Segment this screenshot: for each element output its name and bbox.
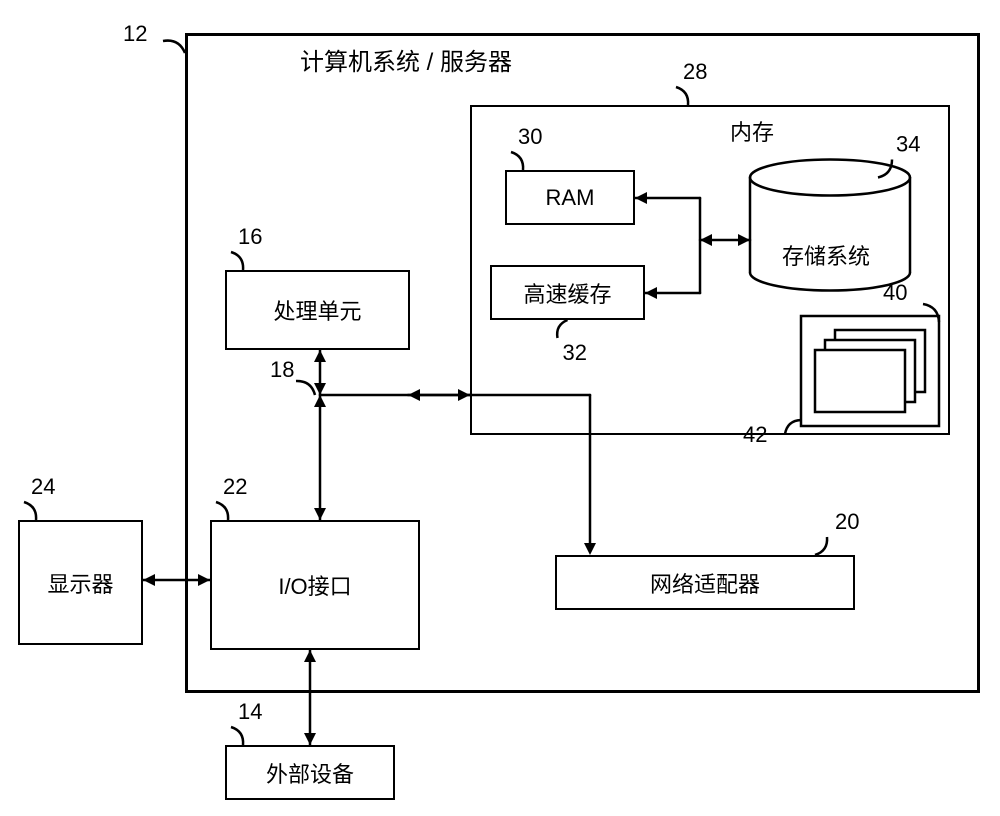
svg-text:24: 24: [31, 474, 55, 499]
external-device-box: 外部设备: [225, 745, 395, 800]
cache-box: 高速缓存: [490, 265, 645, 320]
ram-label: RAM: [546, 185, 595, 211]
svg-text:12: 12: [123, 21, 147, 46]
cache-label: 高速缓存: [523, 277, 611, 309]
display-box: 显示器: [18, 520, 143, 645]
external-device-label: 外部设备: [266, 757, 354, 789]
cpu-label: 处理单元: [273, 294, 361, 326]
network-adapter-label: 网络适配器: [650, 567, 760, 599]
display-label: 显示器: [47, 567, 113, 599]
svg-text:14: 14: [238, 699, 262, 724]
network-adapter-box: 网络适配器: [555, 555, 855, 610]
storage-label: 存储系统: [782, 239, 870, 271]
system-title: 计算机系统 / 服务器: [300, 42, 512, 77]
cpu-box: 处理单元: [225, 270, 410, 350]
io-label: I/O接口: [278, 569, 351, 601]
ram-box: RAM: [505, 170, 635, 225]
memory-title: 内存: [730, 115, 774, 147]
io-box: I/O接口: [210, 520, 420, 650]
